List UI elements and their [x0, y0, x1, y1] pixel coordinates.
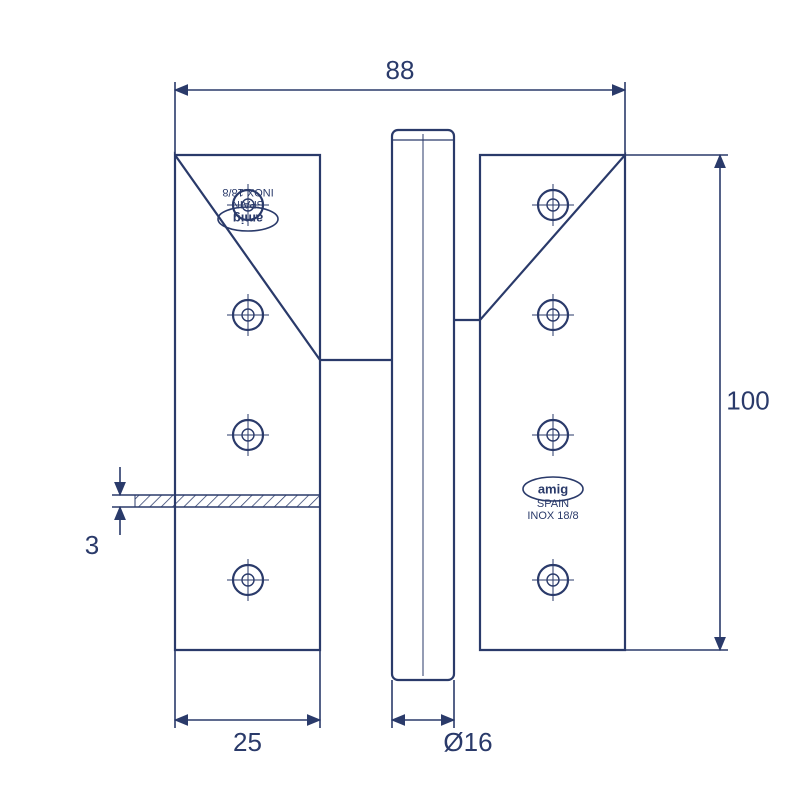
dim-knuckle-label: Ø16 [443, 727, 492, 757]
brand-stamp: amig SPAININOX 18/8 [218, 186, 278, 231]
svg-text:amig: amig [233, 212, 263, 227]
dim-height-label: 100 [726, 385, 769, 415]
svg-text:INOX 18/8: INOX 18/8 [222, 186, 273, 198]
svg-text:SPAIN: SPAIN [537, 498, 569, 510]
section-hatch [135, 495, 320, 507]
dim-thickness-label: 3 [85, 530, 99, 560]
svg-text:INOX 18/8: INOX 18/8 [527, 510, 578, 522]
dim-leaf-width-label: 25 [233, 727, 262, 757]
brand-stamp: amig SPAININOX 18/8 [523, 477, 583, 522]
left-leaf [175, 155, 392, 650]
dim-width-label: 88 [386, 55, 415, 85]
svg-text:SPAIN: SPAIN [232, 198, 264, 210]
svg-text:amig: amig [538, 481, 568, 496]
